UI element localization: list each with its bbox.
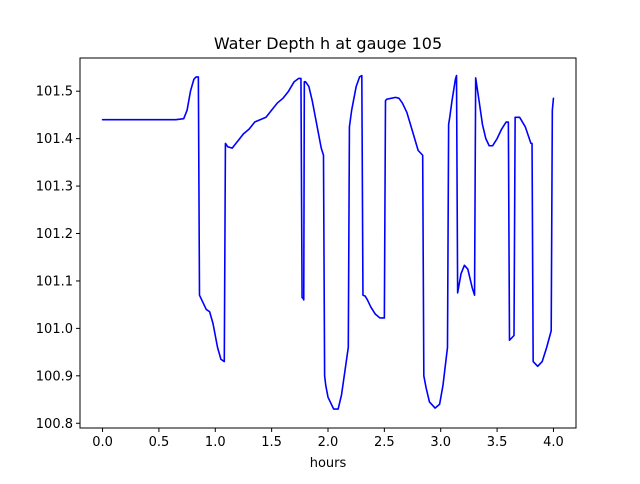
x-tick-label: 1.0 bbox=[205, 435, 226, 450]
series-layer bbox=[101, 74, 555, 410]
y-tick-label: 100.8 bbox=[36, 417, 73, 432]
x-tick-label: 2.5 bbox=[374, 435, 395, 450]
x-tick-label: 1.5 bbox=[261, 435, 282, 450]
y-tick-label: 101.0 bbox=[36, 322, 73, 337]
chart-title: Water Depth h at gauge 105 bbox=[214, 34, 442, 53]
y-tick-label: 101.2 bbox=[36, 227, 73, 242]
x-tick-label: 0.0 bbox=[92, 435, 113, 450]
x-tick-label: 3.5 bbox=[487, 435, 508, 450]
x-axis-label: hours bbox=[310, 456, 347, 471]
y-tick-label: 101.3 bbox=[36, 180, 73, 195]
x-tick-label: 3.0 bbox=[430, 435, 451, 450]
x-tick-label: 0.5 bbox=[149, 435, 170, 450]
y-tick-label: 101.4 bbox=[36, 132, 73, 147]
y-axis-ticks: 100.8 100.9 101.0 101.1 101.2 101.3 101.4 101.5 bbox=[36, 85, 80, 432]
y-tick-label: 101.5 bbox=[36, 85, 73, 100]
y-tick-label: 100.9 bbox=[36, 369, 73, 384]
y-tick-label: 101.1 bbox=[36, 274, 73, 289]
x-axis-ticks: 0.0 0.5 1.0 1.5 2.0 2.5 3.0 3.5 4.0 bbox=[92, 428, 564, 450]
x-tick-label: 2.0 bbox=[318, 435, 339, 450]
x-tick-label: 4.0 bbox=[543, 435, 564, 450]
plot-area-frame bbox=[79, 57, 577, 429]
series-line bbox=[101, 74, 555, 410]
